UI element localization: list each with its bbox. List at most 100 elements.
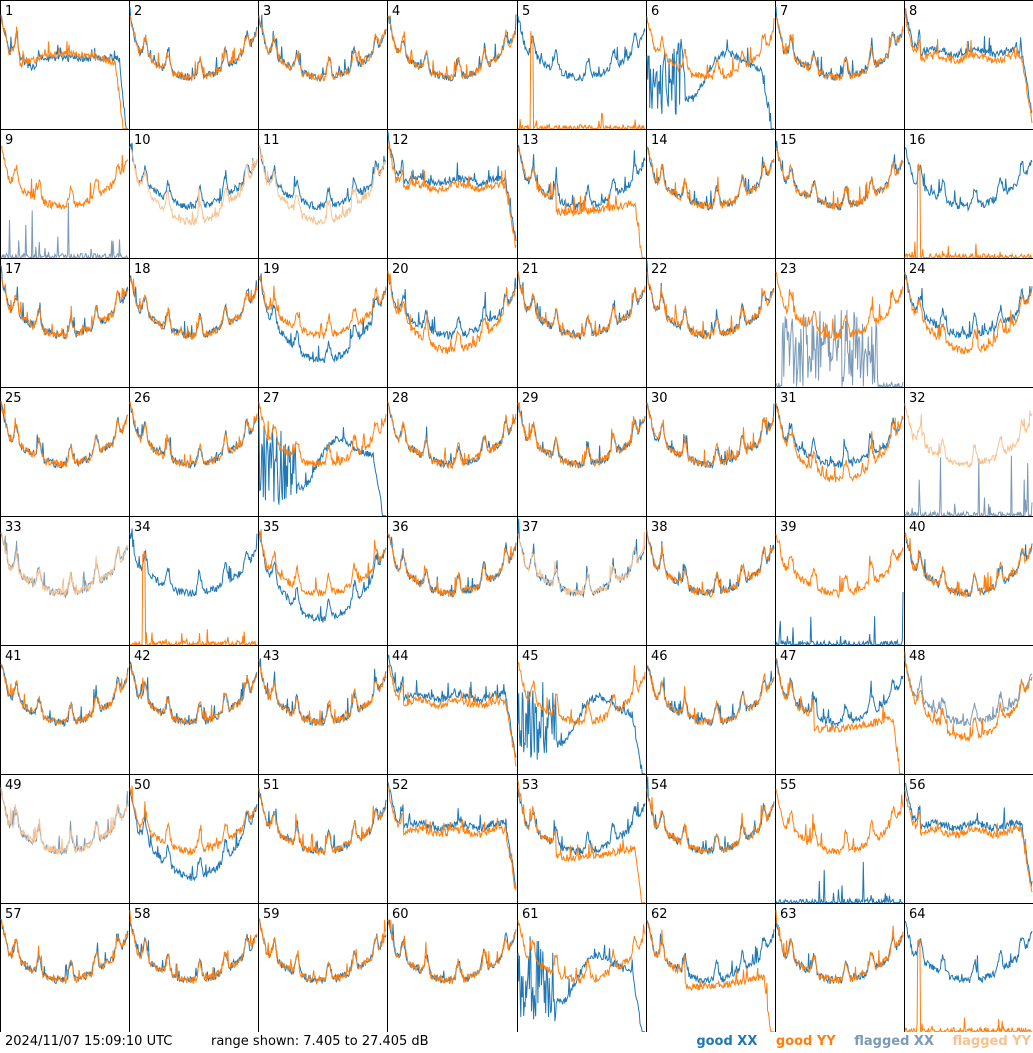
series-good-yy <box>775 403 904 483</box>
panel-51: 51 <box>258 774 388 904</box>
panel-frame <box>904 387 1033 517</box>
series-good-yy <box>387 663 517 767</box>
series-good-xx <box>517 936 645 1032</box>
panel-frame <box>0 774 130 904</box>
panel-label: 6 <box>651 4 659 19</box>
footer-bar: 2024/11/07 15:09:10 UTC range shown: 7.4… <box>0 1032 1033 1053</box>
series-good-yy <box>646 402 775 469</box>
panel-47: 47 <box>775 645 905 775</box>
series-good-yy <box>646 920 774 1032</box>
series-good-xx <box>904 920 1033 984</box>
panel-19: 19 <box>258 258 388 388</box>
series-good-yy <box>904 272 1033 355</box>
panel-label: 58 <box>134 907 151 922</box>
series-good-yy <box>258 15 387 83</box>
series-good-xx <box>775 6 904 81</box>
panel-41: 41 <box>0 645 130 775</box>
panel-frame <box>258 903 388 1032</box>
panel-45: 45 <box>517 645 647 775</box>
panel-18: 18 <box>129 258 259 388</box>
panel-frame <box>646 516 776 646</box>
panel-27: 27 <box>258 387 388 517</box>
panel-label: 24 <box>909 262 926 277</box>
series-good-yy <box>775 534 904 599</box>
panel-6: 6 <box>646 0 776 130</box>
series-good-yy <box>258 529 387 597</box>
series-good-yy <box>646 145 775 211</box>
panel-frame <box>0 516 130 646</box>
panel-17: 17 <box>0 258 130 388</box>
panel-label: 49 <box>5 778 22 793</box>
series-good-xx <box>646 38 774 130</box>
panel-frame <box>775 903 905 1032</box>
series-good-xx <box>904 534 1033 598</box>
panel-label: 34 <box>134 520 151 535</box>
panel-label: 63 <box>780 907 797 922</box>
panel-label: 21 <box>522 262 539 277</box>
panel-frame <box>387 0 518 130</box>
panel-53: 53 <box>517 774 647 904</box>
series-good-yy <box>387 919 517 985</box>
panel-label: 17 <box>5 262 22 277</box>
series-good-yy <box>129 664 258 726</box>
series-flagged-yy <box>0 532 129 598</box>
panel-10: 10 <box>129 129 259 259</box>
panel-frame <box>646 903 776 1032</box>
series-good-yy <box>517 31 645 131</box>
series-good-xx <box>775 591 904 647</box>
panel-label: 22 <box>651 262 668 277</box>
panel-label: 60 <box>392 907 409 922</box>
series-good-yy <box>646 530 775 598</box>
series-good-yy <box>646 16 775 80</box>
series-good-yy <box>1 277 129 340</box>
legend-flagged-xx: flagged XX <box>854 1034 934 1049</box>
panel-frame <box>387 774 518 904</box>
series-good-yy <box>129 277 258 341</box>
series-good-yy <box>387 402 517 470</box>
panel-1: 1 <box>0 0 130 130</box>
panel-label: 28 <box>392 391 409 406</box>
panel-label: 57 <box>5 907 22 922</box>
series-good-xx <box>775 861 904 905</box>
legend: good XX good YY flagged XX flagged YY <box>682 1034 1031 1049</box>
panel-frame <box>258 0 388 130</box>
panel-21: 21 <box>517 258 647 388</box>
series-good-yy <box>387 15 517 83</box>
panel-frame <box>517 0 647 130</box>
panel-22: 22 <box>646 258 776 388</box>
panel-label: 16 <box>909 133 926 148</box>
panel-label: 51 <box>263 778 280 793</box>
panel-label: 42 <box>134 649 151 664</box>
panel-54: 54 <box>646 774 776 904</box>
panel-frame <box>904 774 1033 904</box>
series-good-yy <box>258 659 387 727</box>
panel-7: 7 <box>775 0 905 130</box>
series-flagged-xx <box>904 658 1033 727</box>
series-good-yy <box>904 938 1032 1032</box>
panel-label: 26 <box>134 391 151 406</box>
series-good-xx <box>258 146 387 211</box>
series-good-yy <box>517 147 645 259</box>
panel-label: 12 <box>392 133 409 148</box>
panel-label: 1 <box>5 4 13 19</box>
series-good-yy <box>647 665 775 726</box>
series-good-xx <box>387 781 517 889</box>
panel-label: 15 <box>780 133 797 148</box>
panel-label: 30 <box>651 391 668 406</box>
panel-label: 8 <box>909 4 917 19</box>
series-good-yy <box>904 789 1033 893</box>
panel-label: 41 <box>5 649 22 664</box>
legend-flagged-yy: flagged YY <box>952 1034 1032 1049</box>
series-good-yy <box>387 270 517 355</box>
panel-16: 16 <box>904 129 1033 260</box>
series-good-xx <box>646 147 775 211</box>
panel-48: 48 <box>904 645 1033 775</box>
series-good-yy <box>129 785 258 856</box>
panel-frame <box>517 258 647 388</box>
panel-label: 64 <box>909 907 926 922</box>
range-label: range shown: 7.405 to 27.405 dB <box>211 1034 429 1049</box>
panel-43: 43 <box>258 645 388 775</box>
panel-63: 63 <box>775 903 905 1032</box>
series-flagged-yy <box>517 531 646 596</box>
